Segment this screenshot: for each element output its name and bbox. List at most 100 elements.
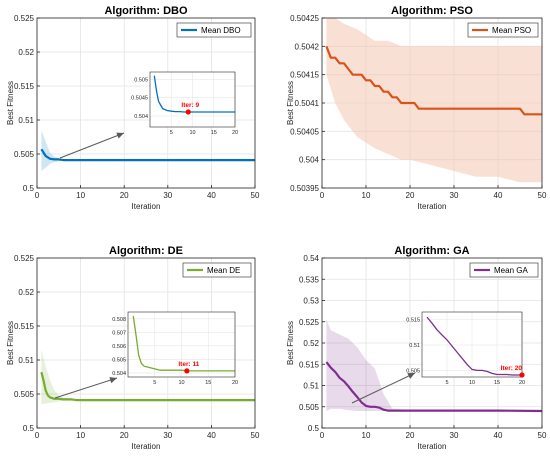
legend-label: Mean DE [207, 266, 240, 275]
inset-x-tick-label: 20 [232, 130, 238, 136]
inset-plot: 5 10 15 20 0.504 0.5045 0.505 Iter: 9 [131, 71, 238, 136]
y-tick-label: 0.505 [14, 390, 35, 399]
legend-label: Mean PSO [492, 26, 531, 35]
y-tick-label: 0.525 [14, 14, 35, 23]
y-tick-label: 0.515 [14, 82, 35, 91]
series-line [40, 148, 255, 162]
inset-y-tick-label: 0.504 [112, 371, 126, 377]
legend-box [176, 22, 252, 38]
y-tick-label: 0.515 [14, 322, 35, 331]
x-tick-label: 20 [406, 191, 415, 200]
x-axis-label: Iteration [132, 442, 161, 451]
y-tick-label: 0.51 [18, 116, 34, 125]
inset-x-tick-label: 10 [178, 380, 184, 386]
legend-box [182, 262, 252, 278]
inset-y-tick-label: 0.5045 [131, 96, 148, 102]
y-tick-label: 0.525 [299, 318, 320, 327]
inset-axes-box [149, 71, 236, 128]
inset-y-tick-label: 0.504 [134, 114, 148, 120]
inset-x-tick-label: 15 [494, 380, 500, 386]
inset-x-tick-label: 15 [205, 380, 211, 386]
x-tick-label: 40 [207, 431, 216, 440]
inset-x-tick-label: 5 [170, 130, 173, 136]
inset-x-tick-label: 15 [211, 130, 217, 136]
chart-title: Algorithm: PSO [391, 5, 473, 17]
y-tick-label: 0.505 [299, 403, 320, 412]
x-tick-label: 30 [450, 191, 459, 200]
y-tick-label: 0.5041 [295, 99, 320, 108]
y-tick-label: 0.5 [308, 424, 320, 433]
inset-arrow-head [407, 373, 415, 379]
inset-arrow [59, 132, 125, 159]
confidence-band [326, 18, 542, 183]
inset-arrow [54, 377, 118, 399]
chart-title: Algorithm: DE [109, 245, 183, 257]
inset-x-tick-label: 10 [469, 380, 475, 386]
y-tick-label: 0.50395 [290, 184, 319, 193]
inset-x-tick-label: 5 [445, 380, 448, 386]
x-tick-label: 10 [76, 191, 85, 200]
y-tick-label: 0.50425 [290, 14, 319, 23]
legend: Mean DBO [176, 22, 252, 38]
y-tick-label: 0.5 [23, 424, 35, 433]
inset-y-tick-label: 0.51 [409, 343, 420, 349]
chart-panel: 0 10 20 30 40 50 0.50395 0.504 0.50405 0.5041 0.50… [286, 5, 547, 211]
y-tick-label: 0.52 [18, 48, 34, 57]
inset-marker [519, 372, 525, 378]
inset-marker [184, 368, 190, 374]
x-tick-label: 30 [163, 431, 172, 440]
inset-arrow-head [116, 132, 124, 139]
axes-box [36, 17, 256, 189]
y-tick-label: 0.505 [14, 150, 35, 159]
y-axis-label: Best Fitness [286, 81, 295, 125]
x-tick-label: 50 [538, 431, 547, 440]
x-tick-label: 0 [35, 431, 40, 440]
y-axis-label: Best Fitness [286, 321, 295, 365]
inset-arrow-head [109, 377, 117, 384]
x-tick-label: 30 [163, 191, 172, 200]
inset-plot: 5 10 15 20 0.504 0.505 0.506 0.507 0.508 Iter: 11 [112, 311, 238, 386]
y-tick-label: 0.504 [299, 156, 320, 165]
legend-label: Mean DBO [201, 26, 241, 35]
inset-series-line [132, 316, 235, 372]
y-axis-label: Best Fitness [6, 81, 15, 125]
inset-x-tick-label: 20 [519, 380, 525, 386]
inset-y-tick-label: 0.515 [406, 318, 420, 324]
inset-y-tick-label: 0.506 [112, 344, 126, 350]
inset-axes-box [421, 311, 523, 378]
legend-box [467, 22, 539, 38]
y-tick-label: 0.515 [299, 360, 320, 369]
x-tick-label: 10 [362, 431, 371, 440]
x-tick-label: 0 [35, 191, 40, 200]
y-tick-label: 0.525 [14, 254, 35, 263]
x-tick-label: 0 [320, 431, 325, 440]
inset-y-tick-label: 0.505 [112, 357, 126, 363]
y-tick-label: 0.54 [303, 254, 319, 263]
x-tick-label: 50 [251, 431, 260, 440]
inset-axes-box [127, 311, 236, 378]
x-tick-label: 20 [120, 431, 129, 440]
legend-box [469, 262, 539, 278]
inset-y-tick-label: 0.505 [134, 77, 148, 83]
y-tick-label: 0.53 [303, 297, 319, 306]
legend-label: Mean GA [494, 266, 528, 275]
chart-panel: 0 10 20 30 40 500.50.5050.510.5150.520.5250.5… [286, 245, 547, 451]
y-tick-label: 0.52 [303, 339, 319, 348]
x-axis-label: Iteration [418, 442, 447, 451]
x-tick-label: 20 [406, 431, 415, 440]
chart-panel: 0 10 20 30 40 50 0.5 0.505 0.51 0.515 0.52 0.525 Alg… [6, 245, 260, 451]
inset-series-line [426, 316, 522, 376]
series-line [325, 361, 543, 413]
x-tick-label: 10 [76, 431, 85, 440]
inset-marker [185, 109, 191, 115]
y-tick-label: 0.50415 [290, 71, 319, 80]
x-tick-label: 40 [494, 191, 503, 200]
x-tick-label: 40 [494, 431, 503, 440]
y-tick-label: 0.52 [18, 288, 34, 297]
y-tick-label: 0.51 [303, 382, 319, 391]
x-tick-label: 20 [120, 191, 129, 200]
y-tick-label: 0.51 [18, 356, 34, 365]
axes-box [36, 257, 256, 429]
inset-series-line [153, 75, 235, 113]
